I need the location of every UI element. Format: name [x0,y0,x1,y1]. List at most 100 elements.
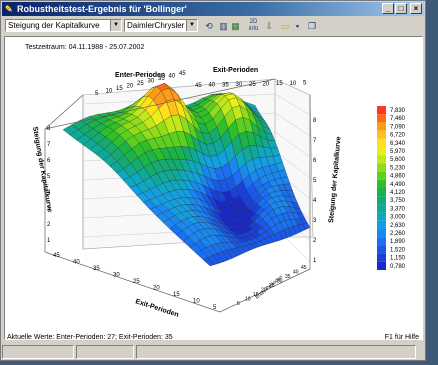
symbol-select[interactable]: DaimlerChrysler NA ▼ [124,19,198,32]
window-title: Robustheitstest-Ergebnis für 'Bollinger' [17,4,187,14]
legend-value: 2,630 [390,223,406,229]
tick-label-enter-top: 40 [169,74,176,80]
bar-view-icon[interactable]: ▥ [219,21,228,31]
tick-label-enter-side: 35 [285,274,291,280]
legend-swatch [377,204,386,213]
info-2d-icon[interactable]: 2D info [248,19,259,32]
legend-swatch [377,220,386,229]
tick-label-enter-side: 45 [301,265,307,271]
tick-label-exit-top: 30 [236,82,243,88]
title-bar[interactable]: ✎ Robustheitstest-Ergebnis für 'Bollinge… [2,2,424,16]
legend-swatch [377,155,386,164]
legend-swatch [377,163,386,172]
tick-label-z-right: 3 [313,218,317,224]
axis-label-z-right: Steigung der Kapitalkurve [328,136,343,223]
tick-label-exit-front: 5 [213,305,217,311]
legend-value: 3,750 [390,198,406,204]
tick-label-z-right: 2 [313,238,317,244]
save-icon[interactable]: ▪ [295,21,300,31]
current-values: Aktuelle Werte: Enter-Perioden: 27; Exit… [7,334,173,341]
legend-value: 6,340 [390,141,406,147]
axis-label-enter-top: Enter-Perioden [115,72,165,79]
legend-value: 0,780 [390,264,406,270]
tick-label-exit-front: 45 [53,253,60,259]
tick-label-enter-top: 10 [106,89,113,95]
legend-swatch [377,237,386,246]
axis-label-enter-side: Enter-Perioden [254,274,284,300]
tick-label-z-right: 7 [313,138,317,144]
maximize-button[interactable]: □ [395,3,407,14]
tick-label-exit-top: 20 [263,82,270,88]
status-panel [136,345,416,359]
close-button[interactable]: × [410,3,422,14]
symbol-select-value: DaimlerChrysler NA [127,21,198,30]
legend-swatch [377,253,386,262]
legend-value: 5,600 [390,157,406,163]
main-window: ✎ Robustheitstest-Ergebnis für 'Bollinge… [0,0,426,361]
legend-swatch [377,179,386,188]
tick-label-z-left: 1 [47,238,51,244]
tick-label-exit-front: 20 [153,286,160,292]
legend-value: 1,150 [390,256,406,262]
tick-label-enter-side: 10 [245,297,251,303]
legend-value: 7,460 [390,116,406,122]
axis-label-z-left: Steigung der Kapitalkurve [31,126,53,213]
legend-value: 7,830 [390,108,406,114]
axis-label-exit-bottom: Exit-Perioden [134,298,179,319]
chevron-down-icon[interactable]: ▼ [110,20,121,31]
legend-swatch [377,171,386,180]
tick-label-exit-top: 10 [290,81,297,87]
metric-select-value: Steigung der Kapitalkurve [8,21,100,30]
tick-label-enter-top: 5 [95,91,99,97]
tick-label-exit-front: 35 [93,266,100,272]
tick-label-enter-top: 35 [158,76,165,82]
test-period: Testzeitraum: 04.11.1988 - 25.07.2002 [25,44,144,51]
legend-swatch [377,114,386,123]
tick-label-enter-top: 45 [179,71,186,77]
tick-label-enter-side: 25 [269,283,275,289]
color-map-icon[interactable]: ▦ [231,21,240,31]
open-folder-icon[interactable]: ▭ [280,21,290,31]
copy-icon[interactable]: ❐ [307,21,317,31]
tick-label-enter-side: 30 [277,279,283,285]
tick-label-enter-side: 20 [261,288,267,294]
tick-label-exit-top: 40 [209,83,216,89]
legend-swatch [377,196,386,205]
legend-value: 5,230 [390,165,406,171]
tick-label-z-right: 8 [313,118,317,124]
tick-label-z-left: 5 [47,174,51,180]
legend-value: 1,520 [390,247,406,253]
tick-label-z-right: 4 [313,198,317,204]
chevron-down-icon[interactable]: ▼ [186,20,197,31]
legend-value: 4,490 [390,182,406,188]
legend-value: 3,370 [390,206,406,212]
minimize-button[interactable]: _ [382,3,394,14]
tick-label-enter-side: 5 [237,301,240,307]
legend-value: 3,000 [390,215,406,221]
3d-rotate-icon[interactable]: ⟲ [205,21,213,31]
legend-value: 4,860 [390,174,406,180]
surface-plot [62,83,311,267]
export-icon[interactable]: ⇩ [265,21,273,31]
tick-label-z-left: 7 [47,142,51,148]
tick-label-exit-top: 35 [222,82,229,88]
metric-select[interactable]: Steigung der Kapitalkurve ▼ [5,19,122,32]
legend-swatch [377,188,386,197]
tick-label-enter-top: 25 [137,81,144,87]
tick-label-enter-top: 15 [116,86,123,92]
tick-label-z-left: 6 [47,158,51,164]
legend-value: 1,890 [390,239,406,245]
help-hint: F1 für Hilfe [384,334,419,341]
status-bar [2,345,424,360]
axis-label-exit-top: Exit-Perioden [213,67,258,74]
tick-label-z-right: 6 [313,158,317,164]
tick-label-enter-top: 20 [127,84,134,90]
status-line: Aktuelle Werte: Enter-Perioden: 27; Exit… [7,333,419,343]
legend-value: 7,090 [390,124,406,130]
legend-swatch [377,106,386,115]
tick-label-enter-side: 15 [253,292,259,298]
tick-label-enter-side: 40 [293,270,299,276]
tick-label-exit-top: 5 [303,81,307,87]
tick-label-exit-front: 25 [133,279,140,285]
